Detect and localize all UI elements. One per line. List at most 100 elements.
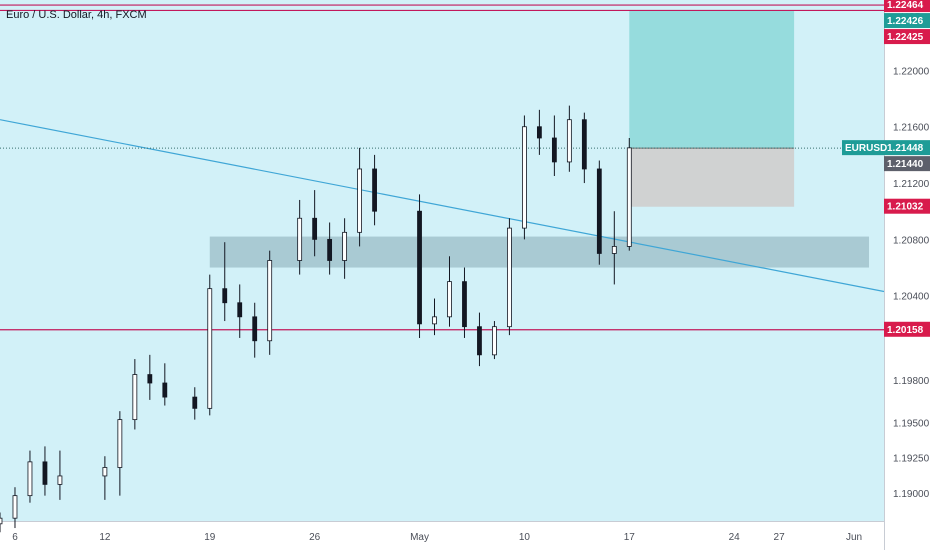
candle-body <box>626 147 632 247</box>
candle-body <box>27 461 33 497</box>
exchange-label: FXCM <box>115 9 147 21</box>
candle <box>477 312 482 367</box>
candle-body <box>551 137 557 163</box>
y-tick-label: 1.21200 <box>893 179 930 190</box>
candle <box>252 302 258 358</box>
y-tick-label: 1.19250 <box>893 454 930 465</box>
price-label-bg <box>884 0 930 13</box>
candle <box>162 363 168 406</box>
price-axis-background <box>884 0 932 550</box>
price-label-badge: 1.22425 <box>884 29 930 45</box>
price-label-bg <box>884 321 930 337</box>
price-label-bg <box>884 13 930 29</box>
y-tick-label: 1.19000 <box>893 489 930 500</box>
candle-body <box>312 217 318 240</box>
x-tick-label: 10 <box>519 532 531 543</box>
candle <box>417 194 422 338</box>
candle-body <box>102 467 108 477</box>
price-label-text: 1.22464 <box>887 0 924 11</box>
candle-body <box>222 288 228 304</box>
candle <box>372 154 377 226</box>
candle-body <box>432 316 437 325</box>
plot-area <box>0 4 885 533</box>
candle-body <box>297 217 303 261</box>
symbol-tag: EURUSD <box>842 140 887 156</box>
y-tick-label: 1.20800 <box>893 235 930 246</box>
candle <box>222 242 228 322</box>
y-tick-label: 1.19500 <box>893 418 930 429</box>
support-zone <box>209 236 870 268</box>
symbol-tag-bg <box>842 140 884 156</box>
candle-body <box>162 382 168 398</box>
candle-body <box>0 517 3 525</box>
y-tick-label: 1.21600 <box>893 123 930 134</box>
y-tick-label: 1.20400 <box>893 292 930 303</box>
candle <box>267 250 273 355</box>
stop-zone <box>629 148 795 207</box>
candle <box>357 147 362 247</box>
candle <box>447 256 452 327</box>
candle-body <box>611 246 617 254</box>
price-label-bg <box>884 140 930 156</box>
candle <box>312 190 318 257</box>
x-tick-label: May <box>410 532 429 543</box>
candle <box>581 112 587 184</box>
candle-body <box>207 288 213 409</box>
candle <box>27 450 33 503</box>
chart-title: Euro / U.S. Dollar, 4h, FXCM <box>6 9 147 21</box>
time-axis-background <box>0 521 932 550</box>
symbol-title: Euro / U.S. Dollar <box>6 9 91 21</box>
price-label-badge: 1.21448 <box>884 140 930 156</box>
price-label-text: 1.21440 <box>887 159 924 170</box>
candle <box>102 456 108 500</box>
candle <box>507 218 512 336</box>
candle <box>626 137 632 251</box>
candle <box>117 411 123 496</box>
x-tick-label: 6 <box>12 532 18 543</box>
candle <box>596 160 602 265</box>
symbol-tag-text: EURUSD <box>845 143 887 154</box>
candle-body <box>536 126 542 139</box>
candle <box>522 115 527 240</box>
candle <box>42 446 48 496</box>
candle-body <box>147 374 153 384</box>
candle-body <box>507 227 512 328</box>
candle-body <box>596 168 602 254</box>
candle-body <box>477 326 482 356</box>
candle-body <box>492 326 497 356</box>
price-label-badge: 1.20158 <box>884 321 930 337</box>
candle <box>237 284 243 338</box>
candle-body <box>447 281 452 318</box>
candle <box>551 115 557 177</box>
candle <box>207 274 213 416</box>
candle-body <box>267 260 273 342</box>
candle <box>342 218 348 279</box>
candle-body <box>342 231 348 261</box>
x-tick-label: Jun <box>846 532 862 543</box>
price-label-text: 1.20158 <box>887 325 924 336</box>
candle-body <box>132 374 138 421</box>
candle <box>462 267 467 338</box>
candle <box>147 354 153 400</box>
candle-body <box>581 119 587 170</box>
candle <box>57 450 63 500</box>
candle-body <box>372 168 377 212</box>
candle-body <box>417 210 422 325</box>
candle <box>192 387 198 420</box>
x-tick-label: 17 <box>624 532 636 543</box>
candle-body <box>522 126 527 229</box>
price-label-badge: 1.22426 <box>884 13 930 29</box>
price-label-badge: 1.21440 <box>884 156 930 172</box>
candle <box>132 359 138 430</box>
candle-body <box>117 419 123 468</box>
candle-body <box>252 316 258 342</box>
x-tick-label: 12 <box>99 532 111 543</box>
candle-body <box>462 281 467 328</box>
interval-label: 4h <box>97 9 110 21</box>
candle <box>611 211 617 285</box>
candle-body <box>42 461 48 485</box>
price-label-bg <box>884 198 930 214</box>
price-label-text: 1.22426 <box>887 16 924 27</box>
